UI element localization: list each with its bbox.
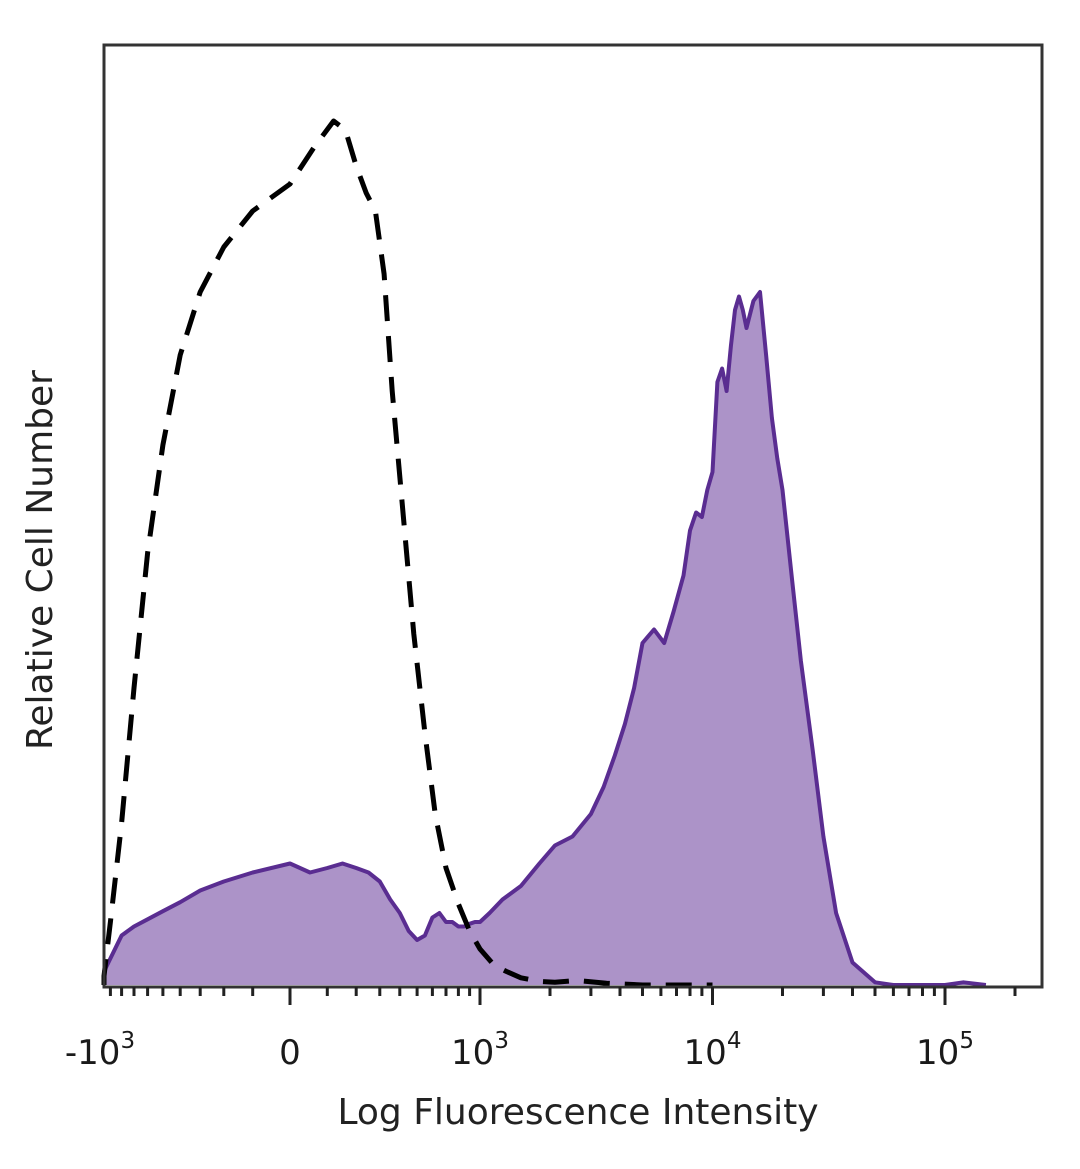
tick-marks bbox=[108, 987, 1017, 1005]
x-tick-label: 103 bbox=[451, 1028, 509, 1073]
x-axis-label: Log Fluorescence Intensity bbox=[337, 1092, 818, 1133]
stained-histogram-line bbox=[102, 290, 987, 987]
series-layer bbox=[101, 118, 987, 988]
y-axis-label: Relative Cell Number bbox=[20, 370, 61, 750]
x-tick-label: 105 bbox=[916, 1028, 974, 1073]
x-tick-label: 104 bbox=[684, 1028, 742, 1073]
control-histogram-line bbox=[101, 118, 713, 988]
stained-histogram-fill bbox=[104, 292, 986, 985]
x-tick-label: 0 bbox=[279, 1033, 301, 1073]
x-tick-labels: -103 0 103 104 105 bbox=[65, 1028, 974, 1073]
x-tick-label: -103 bbox=[65, 1028, 135, 1073]
plot-frame bbox=[102, 43, 1044, 989]
